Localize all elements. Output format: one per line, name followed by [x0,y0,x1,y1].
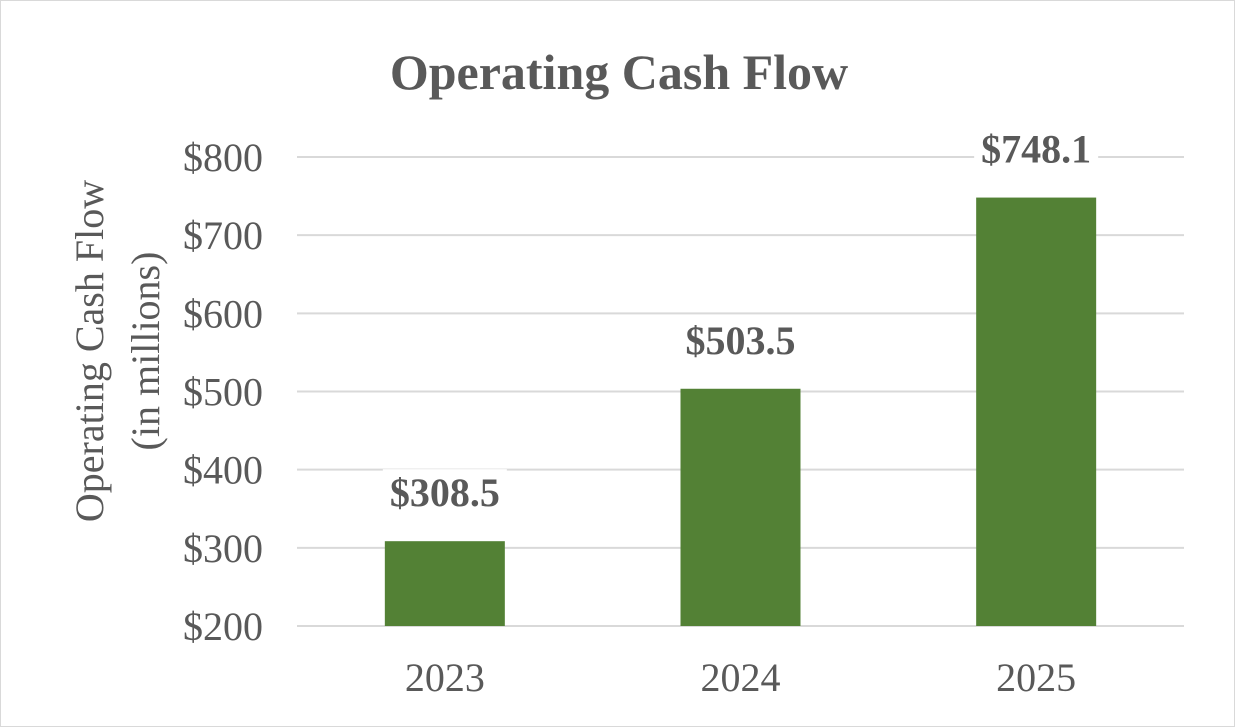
x-axis-tick-labels: 2023 2024 2025 [405,655,1076,700]
bar-2024 [680,388,801,626]
y-tick-label: $500 [183,370,263,415]
y-tick-label: $400 [183,448,263,493]
chart-title: Operating Cash Flow [390,44,848,100]
x-tick-label: 2024 [701,655,781,700]
data-label-background [678,316,803,361]
data-labels: $308.5 $503.5 $748.1 [382,125,1099,515]
y-tick-label: $700 [183,213,263,258]
y-tick-label: $200 [183,604,263,649]
y-tick-label: $300 [183,526,263,571]
data-label: $503.5 [686,318,796,363]
x-tick-label: 2023 [405,655,485,700]
bar-2023 [384,541,505,626]
data-label: $748.1 [981,127,1091,172]
y-axis-title-line-1: Operating Cash Flow [67,180,112,522]
data-label: $308.5 [390,470,500,515]
y-tick-label: $600 [183,291,263,336]
data-label-background [382,469,507,514]
bars [384,197,1097,627]
bar-2025 [976,197,1097,627]
y-axis-title-line-2: (in millions) [123,252,168,451]
y-axis-tick-labels: $200 $300 $400 $500 $600 $700 $800 [183,135,263,649]
x-tick-label: 2025 [996,655,1076,700]
y-axis-title: Operating Cash Flow (in millions) [67,180,168,522]
data-label-background [974,125,1099,170]
y-tick-label: $800 [183,135,263,180]
